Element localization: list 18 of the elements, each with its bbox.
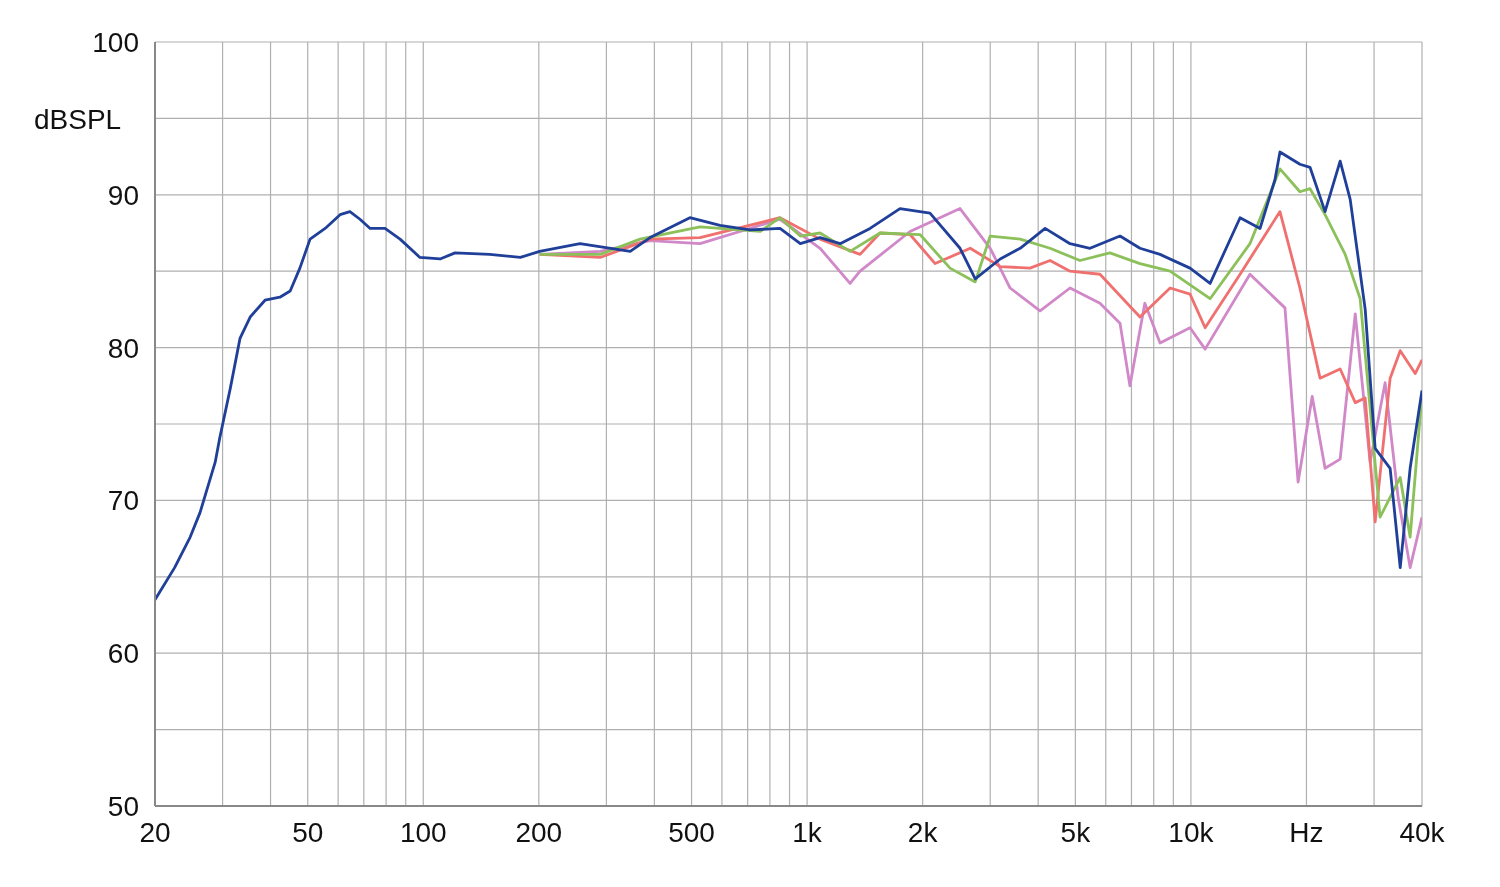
- x-tick-label: Hz: [1289, 816, 1324, 848]
- x-tick-label: 1k: [792, 816, 823, 848]
- x-tick-label: 50: [292, 816, 324, 848]
- x-tick-label: 200: [515, 816, 563, 848]
- y-axis-title: dBSPL: [34, 104, 122, 136]
- y-tick-label: 80: [107, 332, 139, 364]
- y-tick-label: 60: [107, 638, 139, 670]
- x-tick-label: 20: [139, 816, 171, 848]
- y-tick-label: 70: [107, 485, 139, 517]
- x-tick-label: 5k: [1060, 816, 1092, 848]
- x-tick-label: 40k: [1399, 816, 1446, 848]
- x-tick-label: 10k: [1168, 816, 1215, 848]
- y-tick-label: 100: [92, 26, 139, 58]
- x-tick-label: 500: [668, 816, 715, 848]
- y-tick-label: 50: [107, 790, 139, 822]
- x-tick-label: 100: [399, 816, 447, 848]
- y-tick-label: 90: [107, 179, 139, 211]
- x-tick-label: 2k: [907, 816, 939, 848]
